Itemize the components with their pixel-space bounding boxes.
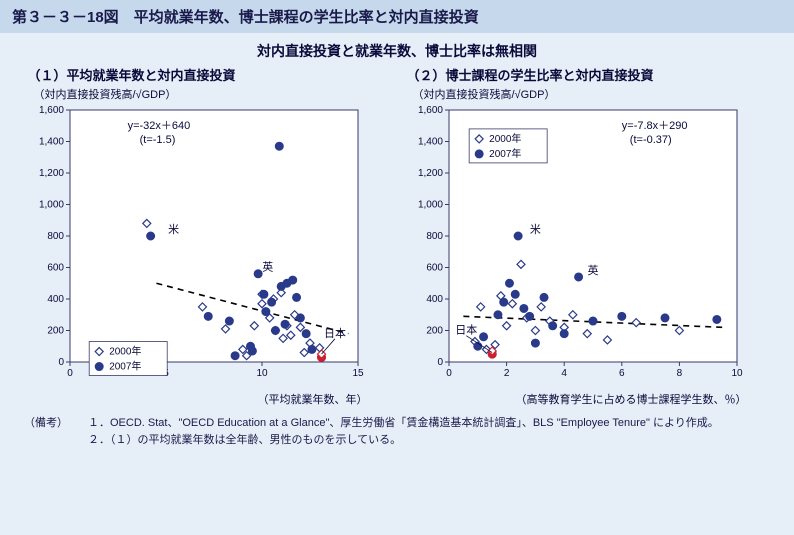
svg-text:米: 米 — [529, 223, 540, 236]
svg-text:1,600: 1,600 — [38, 105, 63, 116]
svg-text:(t=-0.37): (t=-0.37) — [629, 134, 671, 146]
svg-text:1,000: 1,000 — [417, 200, 442, 211]
svg-text:英: 英 — [262, 260, 273, 274]
svg-text:600: 600 — [426, 263, 443, 274]
chart-left: （１）平均就業年数と対内直接投資 （対内直接投資残高/√GDP） 0 200 400… — [28, 65, 388, 407]
chart2-plot: 0 200 400 600 800 1,000 1,200 1,400 1,600 0 2 4 6 8 10… — [407, 104, 767, 389]
svg-text:6: 6 — [619, 368, 625, 379]
chart1-ylabel: （対内直接投資残高/√GDP） — [34, 86, 388, 102]
svg-text:0: 0 — [67, 368, 73, 379]
svg-text:2007年: 2007年 — [109, 360, 141, 373]
chart2-ylabel: （対内直接投資残高/√GDP） — [413, 86, 767, 102]
charts-container: （１）平均就業年数と対内直接投資 （対内直接投資残高/√GDP） 0200400… — [0, 65, 794, 407]
svg-text:800: 800 — [426, 231, 443, 242]
svg-text:400: 400 — [426, 294, 443, 305]
footnote-2: ２．（１）の平均就業年数は全年齢、男性のものを示している。 — [88, 432, 770, 449]
chart1-plot: 02004006008001,0001,2001,4001,600051015米… — [28, 104, 388, 389]
chart1-title: （１）平均就業年数と対内直接投資 — [28, 65, 388, 84]
svg-text:2000年: 2000年 — [109, 345, 141, 358]
svg-text:1,400: 1,400 — [38, 137, 63, 148]
chart2-title: （２）博士課程の学生比率と対内直接投資 — [407, 65, 767, 84]
svg-text:8: 8 — [676, 368, 682, 379]
svg-text:2000年: 2000年 — [489, 132, 521, 145]
footnote-label: （備考） — [24, 415, 88, 432]
figure-subtitle: 対内直接投資と就業年数、博士比率は無相関 — [0, 41, 794, 61]
svg-text:200: 200 — [426, 326, 443, 337]
svg-text:10: 10 — [256, 368, 268, 379]
svg-text:600: 600 — [47, 263, 64, 274]
svg-text:米: 米 — [168, 223, 179, 236]
chart-right: （２）博士課程の学生比率と対内直接投資 （対内直接投資残高/√GDP） 0200… — [407, 65, 767, 407]
svg-text:1,200: 1,200 — [38, 168, 63, 179]
svg-text:英: 英 — [587, 263, 598, 277]
svg-text:1,600: 1,600 — [417, 105, 442, 116]
chart2-xlabel: （高等教育学生に占める博士課程学生数、％） — [407, 391, 767, 407]
svg-text:y=-32x＋640: y=-32x＋640 — [127, 120, 190, 132]
footnote-1: １．OECD. Stat、"OECD Education at a Glance… — [88, 415, 770, 432]
footnotes: （備考） １．OECD. Stat、"OECD Education at a G… — [0, 407, 794, 448]
svg-text:10: 10 — [731, 368, 743, 379]
svg-text:日本: 日本 — [323, 326, 345, 340]
figure-title: 第３－３－18図 平均就業年数、博士課程の学生比率と対内直接投資 — [12, 9, 479, 26]
svg-text:4: 4 — [561, 368, 567, 379]
svg-text:1,400: 1,400 — [417, 137, 442, 148]
svg-text:y=-7.8x＋290: y=-7.8x＋290 — [621, 120, 687, 132]
svg-text:1,000: 1,000 — [38, 200, 63, 211]
svg-text:2: 2 — [503, 368, 509, 379]
svg-text:15: 15 — [352, 368, 364, 379]
svg-text:0: 0 — [437, 357, 443, 368]
svg-text:800: 800 — [47, 231, 64, 242]
svg-text:1,200: 1,200 — [417, 168, 442, 179]
svg-text:400: 400 — [47, 294, 64, 305]
chart1-xlabel: （平均就業年数、年） — [28, 391, 388, 407]
svg-text:0: 0 — [58, 357, 64, 368]
svg-text:200: 200 — [47, 326, 64, 337]
svg-text:2007年: 2007年 — [489, 147, 521, 160]
figure-header: 第３－３－18図 平均就業年数、博士課程の学生比率と対内直接投資 — [0, 0, 794, 33]
svg-text:日本: 日本 — [455, 323, 477, 337]
svg-text:0: 0 — [446, 368, 452, 379]
svg-text:(t=-1.5): (t=-1.5) — [139, 134, 175, 146]
